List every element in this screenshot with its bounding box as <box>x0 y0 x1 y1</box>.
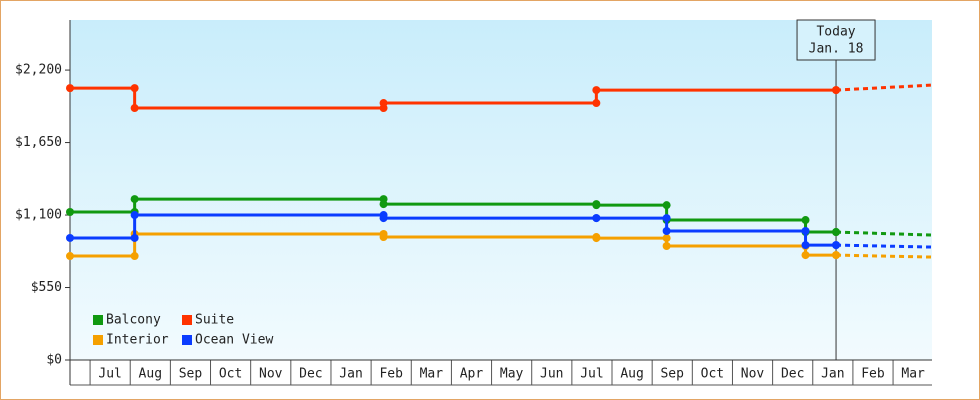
legend-label: Ocean View <box>195 333 273 348</box>
x-tick-label: Nov <box>741 367 765 382</box>
x-tick-label: Feb <box>861 367 885 382</box>
point <box>801 241 810 250</box>
point <box>130 233 139 242</box>
legend-swatch <box>93 315 103 325</box>
x-tick-label: Mar <box>901 367 925 382</box>
forecast-line <box>835 230 933 237</box>
point <box>801 216 810 225</box>
point <box>801 226 810 235</box>
today-date: Jan. 18 <box>809 42 864 57</box>
point <box>379 233 388 242</box>
forecast-line <box>836 243 933 249</box>
legend-label: Interior <box>106 333 169 348</box>
x-tick-label: Nov <box>259 367 283 382</box>
forecast-line <box>836 253 933 259</box>
point <box>130 195 139 204</box>
point <box>66 84 74 93</box>
x-tick-label: Mar <box>420 367 444 382</box>
point <box>130 211 139 220</box>
y-tick-label: $550 <box>31 280 62 295</box>
x-tick-label: May <box>500 367 524 382</box>
point <box>592 234 601 243</box>
point <box>662 234 671 243</box>
forecast-line <box>835 83 933 92</box>
today-label: Today <box>816 25 855 40</box>
y-tick-label: $0 <box>46 353 62 368</box>
plot-area <box>70 20 932 360</box>
legend-swatch <box>93 335 103 345</box>
point <box>832 228 841 237</box>
legend-swatch <box>182 315 192 325</box>
y-tick-label: $1,650 <box>15 135 62 150</box>
y-tick-label: $1,100 <box>15 208 62 223</box>
point <box>832 241 841 250</box>
point <box>832 86 841 95</box>
x-tick-label: Sep <box>179 367 203 382</box>
x-tick-label: Apr <box>460 367 484 382</box>
x-tick-label: Jul <box>580 367 603 382</box>
legend-label: Suite <box>195 313 234 328</box>
point <box>379 200 388 209</box>
point <box>832 251 841 260</box>
x-tick-label: Dec <box>299 367 322 382</box>
point <box>66 252 74 261</box>
point <box>66 208 74 217</box>
point <box>662 242 671 251</box>
x-tick-label: Jun <box>540 367 563 382</box>
today-box <box>796 19 876 61</box>
point <box>130 84 139 93</box>
point <box>592 214 601 223</box>
point <box>592 86 601 95</box>
legend-swatch <box>182 335 192 345</box>
x-tick-label: Jan <box>821 367 844 382</box>
x-tick-label: Jul <box>98 367 121 382</box>
point <box>130 252 139 261</box>
point <box>662 201 671 210</box>
point <box>379 214 388 223</box>
point <box>801 251 810 260</box>
point <box>130 104 139 113</box>
point <box>66 233 74 242</box>
point <box>592 99 601 108</box>
point <box>662 226 671 235</box>
x-tick-label: Dec <box>781 367 804 382</box>
x-tick-label: Aug <box>139 367 162 382</box>
y-tick-label: $2,200 <box>15 63 62 78</box>
x-tick-label: Feb <box>379 367 403 382</box>
point <box>662 214 671 223</box>
x-tick-label: Oct <box>701 367 724 382</box>
point <box>592 201 601 210</box>
x-tick-label: Sep <box>660 367 684 382</box>
x-tick-label: Aug <box>620 367 643 382</box>
x-tick-label: Jan <box>339 367 362 382</box>
point <box>379 99 388 108</box>
x-tick-label: Oct <box>219 367 242 382</box>
legend-label: Balcony <box>106 313 161 328</box>
